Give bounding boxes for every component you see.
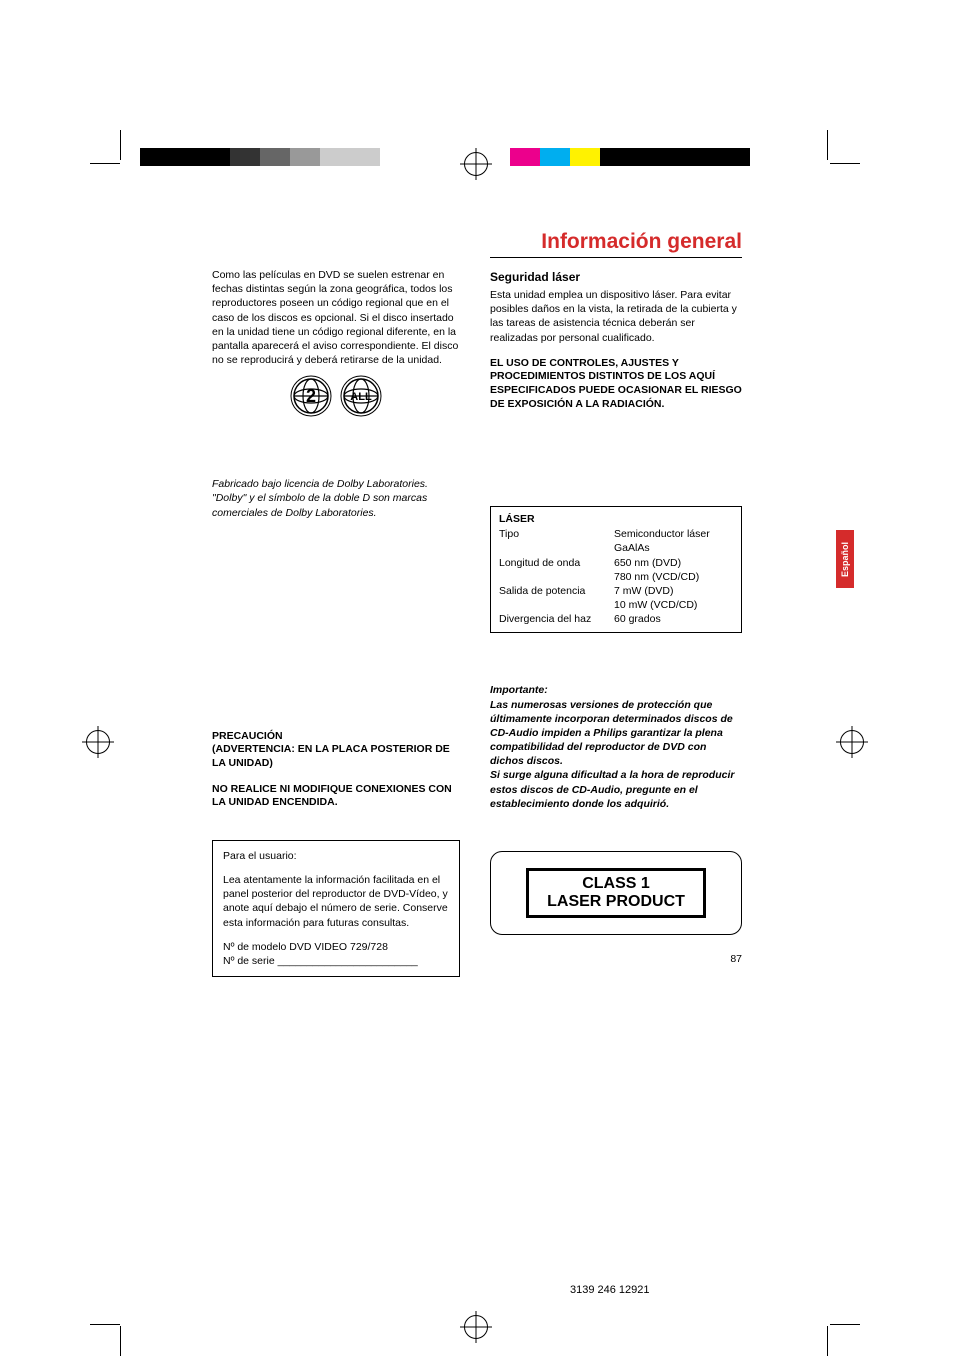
color-swatch	[290, 148, 320, 166]
model-label: Nº de modelo	[223, 941, 286, 953]
laser-row-key	[499, 541, 614, 555]
important-body-2: Si surge alguna dificultad a la hora de …	[490, 768, 742, 811]
laser-row-value: Semiconductor láser	[614, 527, 733, 541]
user-heading: Para el usuario:	[223, 849, 449, 863]
caution-heading: PRECAUCIÓN	[212, 730, 460, 744]
color-swatch	[540, 148, 570, 166]
crop-mark	[120, 1326, 121, 1356]
laser-row-value: 780 nm (VCD/CD)	[614, 570, 733, 584]
page-number: 87	[730, 953, 742, 965]
crop-mark	[120, 130, 121, 160]
color-swatch	[200, 148, 230, 166]
region-code-badges: 2 ALL	[212, 375, 460, 422]
class1-laser-badge: CLASS 1 LASER PRODUCT	[490, 851, 742, 935]
color-swatch	[380, 148, 410, 166]
color-swatch	[260, 148, 290, 166]
color-calibration-bar-left	[140, 148, 410, 166]
column-left: Como las películas en DVD se suelen estr…	[212, 268, 460, 977]
laser-table-row: 10 mW (VCD/CD)	[499, 598, 733, 612]
crop-mark	[827, 130, 828, 160]
laser-safety-heading: Seguridad láser	[490, 270, 742, 284]
color-swatch	[140, 148, 170, 166]
registration-mark-icon	[464, 152, 488, 176]
laser-warning-paragraph: EL USO DE CONTROLES, AJUSTES Y PROCEDIMI…	[490, 357, 742, 412]
svg-text:2: 2	[306, 386, 316, 406]
laser-row-value: 10 mW (VCD/CD)	[614, 598, 733, 612]
laser-row-value: 7 mW (DVD)	[614, 584, 733, 598]
laser-row-value: 650 nm (DVD)	[614, 556, 733, 570]
registration-mark-icon	[464, 1315, 488, 1339]
important-heading: Importante:	[490, 683, 742, 697]
color-swatch	[170, 148, 200, 166]
svg-text:ALL: ALL	[351, 391, 373, 403]
serial-label: Nº de serie	[223, 955, 275, 967]
crop-mark	[830, 1324, 860, 1325]
color-swatch	[230, 148, 260, 166]
laser-row-value: GaAlAs	[614, 541, 733, 555]
caution-block: PRECAUCIÓN (ADVERTENCIA: EN LA PLACA POS…	[212, 730, 460, 810]
column-right: Seguridad láser Esta unidad emplea un di…	[490, 268, 742, 935]
caution-subheading: (ADVERTENCIA: EN LA PLACA POSTERIOR DE L…	[212, 743, 460, 770]
registration-mark-icon	[840, 730, 864, 754]
color-swatch	[600, 148, 630, 166]
color-swatch	[720, 148, 750, 166]
region-globe-all-icon: ALL	[340, 375, 382, 422]
color-calibration-bar-right	[510, 148, 750, 166]
caution-body: NO REALICE NI MODIFIQUE CONEXIONES CON L…	[212, 783, 460, 810]
serial-row: Nº de serie ________________________	[223, 954, 449, 968]
laser-row-key: Salida de potencia	[499, 584, 614, 598]
laser-table-row: TipoSemiconductor láser	[499, 527, 733, 541]
title-rule	[490, 257, 742, 258]
class1-line1: CLASS 1	[547, 875, 685, 893]
color-swatch	[510, 148, 540, 166]
laser-safety-body: Esta unidad emplea un dispositivo láser.…	[490, 288, 742, 345]
model-row: Nº de modelo DVD VIDEO 729/728	[223, 940, 449, 954]
color-swatch	[350, 148, 380, 166]
laser-table-row: Longitud de onda650 nm (DVD)	[499, 556, 733, 570]
laser-row-key: Longitud de onda	[499, 556, 614, 570]
crop-mark	[90, 163, 120, 164]
important-body-1: Las numerosas versiones de protección qu…	[490, 698, 742, 769]
class1-inner: CLASS 1 LASER PRODUCT	[526, 868, 706, 919]
user-info-box: Para el usuario: Lea atentamente la info…	[212, 840, 460, 977]
crop-mark	[90, 1324, 120, 1325]
intro-paragraph: Como las películas en DVD se suelen estr…	[212, 268, 460, 367]
model-value: DVD VIDEO 729/728	[289, 941, 388, 953]
crop-mark	[830, 163, 860, 164]
user-body: Lea atentamente la información facilitad…	[223, 873, 449, 930]
laser-table-row: 780 nm (VCD/CD)	[499, 570, 733, 584]
laser-row-key	[499, 570, 614, 584]
laser-row-key: Tipo	[499, 527, 614, 541]
color-swatch	[660, 148, 690, 166]
laser-table-heading: LÁSER	[499, 513, 733, 525]
important-block: Importante: Las numerosas versiones de p…	[490, 683, 742, 811]
laser-table-row: Salida de potencia7 mW (DVD)	[499, 584, 733, 598]
crop-mark	[827, 1326, 828, 1356]
dolby-licence-text: Fabricado bajo licencia de Dolby Laborat…	[212, 477, 460, 520]
region-globe-2-icon: 2	[290, 375, 332, 422]
page-title: Información general	[541, 230, 742, 254]
registration-mark-icon	[86, 730, 110, 754]
class1-line2: LASER PRODUCT	[547, 893, 685, 911]
footer-doc-code: 3139 246 12921	[570, 1284, 650, 1296]
laser-row-value: 60 grados	[614, 612, 733, 626]
color-swatch	[570, 148, 600, 166]
laser-row-key	[499, 598, 614, 612]
color-swatch	[320, 148, 350, 166]
laser-spec-table: LÁSER TipoSemiconductor láserGaAlAsLongi…	[490, 506, 742, 633]
laser-table-row: GaAlAs	[499, 541, 733, 555]
laser-row-key: Divergencia del haz	[499, 612, 614, 626]
color-swatch	[630, 148, 660, 166]
language-side-tab: Español	[836, 530, 854, 588]
serial-line: ________________________	[278, 955, 418, 967]
laser-table-row: Divergencia del haz60 grados	[499, 612, 733, 626]
color-swatch	[690, 148, 720, 166]
